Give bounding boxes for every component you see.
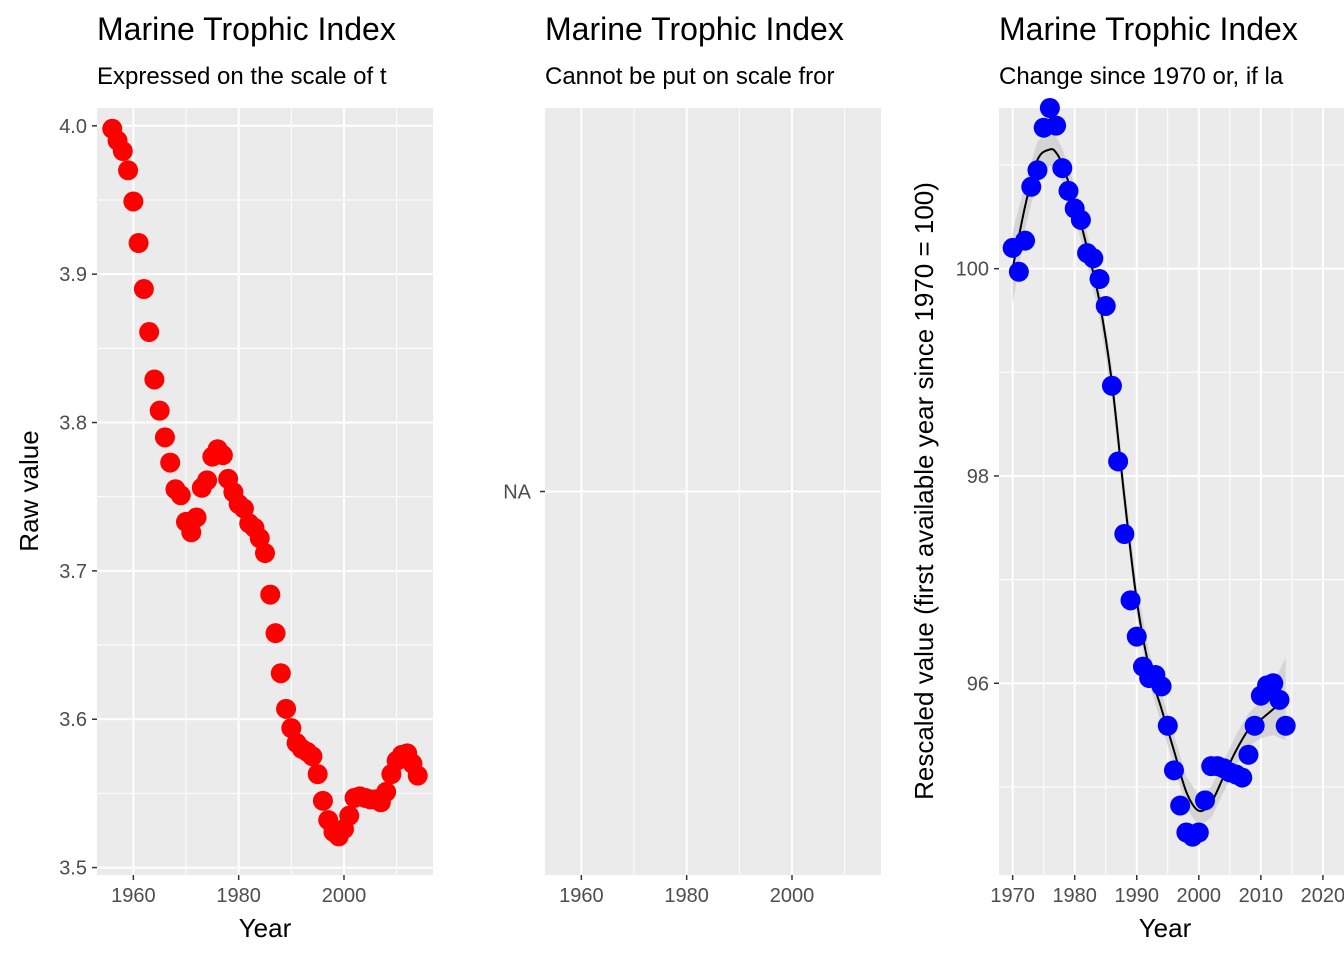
data-point xyxy=(260,584,281,605)
panel-2-title: Marine Trophic Index xyxy=(545,11,844,47)
data-point xyxy=(118,160,139,181)
x-tick-label: 1960 xyxy=(111,885,156,907)
data-point xyxy=(1027,160,1048,181)
data-point xyxy=(1195,790,1216,811)
x-tick-label: 1980 xyxy=(1052,885,1097,907)
x-tick-label: 2000 xyxy=(322,885,367,907)
y-tick-label: 100 xyxy=(956,259,989,281)
x-tick-label: 1990 xyxy=(1115,885,1160,907)
data-point xyxy=(1126,626,1147,647)
data-point xyxy=(1052,158,1073,179)
y-tick-label: NA xyxy=(503,482,531,504)
x-tick-label: 2000 xyxy=(1177,885,1222,907)
data-point xyxy=(312,790,333,811)
x-tick-label: 2000 xyxy=(770,885,815,907)
data-point xyxy=(139,322,160,343)
panel-2-subtitle: Cannot be put on scale fror xyxy=(545,63,835,90)
y-tick-label: 4.0 xyxy=(59,116,87,138)
data-point xyxy=(1244,715,1265,736)
data-point xyxy=(307,764,328,785)
data-point xyxy=(197,470,218,491)
data-point xyxy=(1089,269,1110,290)
panel-na-scale: Marine Trophic Index Cannot be put on sc… xyxy=(503,11,881,907)
data-point xyxy=(149,400,170,421)
data-point xyxy=(154,427,175,448)
x-tick-label: 2020 xyxy=(1301,885,1344,907)
y-tick-label: 3.8 xyxy=(59,413,87,435)
x-tick-label: 1960 xyxy=(559,885,604,907)
y-tick-label: 3.9 xyxy=(59,264,87,286)
data-point xyxy=(1095,295,1116,316)
data-point xyxy=(1039,98,1060,118)
data-point xyxy=(302,746,323,767)
panel-3-points xyxy=(1002,98,1296,847)
x-tick-label: 1980 xyxy=(216,885,261,907)
data-point xyxy=(255,543,275,564)
x-tick-label: 1980 xyxy=(664,885,709,907)
data-point xyxy=(1083,248,1104,269)
data-point xyxy=(1070,209,1091,230)
data-point xyxy=(1120,590,1141,611)
data-point xyxy=(123,191,144,212)
panel-3-title: Marine Trophic Index xyxy=(999,11,1298,47)
data-point xyxy=(160,452,181,473)
y-tick-label: 98 xyxy=(967,466,989,488)
data-point xyxy=(1008,261,1029,282)
data-point xyxy=(1232,767,1253,788)
y-tick-label: 96 xyxy=(967,673,989,695)
data-point xyxy=(1114,523,1135,544)
data-point xyxy=(1108,451,1129,472)
panel-raw-value: Marine Trophic Index Expressed on the sc… xyxy=(14,11,433,943)
panel-1-axes: 1960 1980 2000 3.5 3.6 3.7 3.8 3.9 4.0 xyxy=(59,116,366,907)
data-point xyxy=(128,233,149,254)
data-point xyxy=(1269,689,1290,710)
x-tick-label: 1970 xyxy=(990,885,1035,907)
data-point xyxy=(265,623,286,644)
y-tick-label: 3.6 xyxy=(59,709,87,731)
panel-1-y-axis-title: Raw value xyxy=(14,430,44,551)
data-point xyxy=(1238,744,1259,765)
data-point xyxy=(1188,822,1209,843)
data-point xyxy=(1046,115,1067,136)
panel-rescaled-value: Marine Trophic Index Change since 1970 o… xyxy=(909,11,1344,943)
data-point xyxy=(1163,760,1184,781)
data-point xyxy=(1275,715,1296,736)
panel-1-title: Marine Trophic Index xyxy=(97,11,396,47)
data-point xyxy=(212,445,233,466)
panel-2-grid xyxy=(545,108,881,875)
panel-2-axes: 1960 1980 2000 NA xyxy=(503,482,814,908)
data-point xyxy=(1157,715,1178,736)
data-point xyxy=(1015,230,1036,251)
panel-3-axes: 1970 1980 1990 2000 2010 2020 96 98 100 xyxy=(956,259,1344,907)
y-tick-label: 3.7 xyxy=(59,561,87,583)
data-point xyxy=(1263,673,1284,694)
panel-1-x-axis-title: Year xyxy=(239,913,292,943)
panel-3-y-axis-title: Rescaled value (first available year sin… xyxy=(909,182,939,800)
data-point xyxy=(1151,676,1172,697)
data-point xyxy=(1058,180,1079,201)
data-point xyxy=(1170,795,1191,816)
data-point xyxy=(376,781,397,802)
data-point xyxy=(270,663,291,684)
data-point xyxy=(133,278,154,299)
panel-1-points xyxy=(102,118,428,847)
data-point xyxy=(170,485,191,506)
panel-1-background xyxy=(97,108,433,875)
data-point xyxy=(112,141,133,162)
x-tick-label: 2010 xyxy=(1239,885,1284,907)
panel-1-subtitle: Expressed on the scale of t xyxy=(97,63,387,90)
panel-3-x-axis-title: Year xyxy=(1139,913,1192,943)
data-point xyxy=(1021,176,1042,197)
panel-3-subtitle: Change since 1970 or, if la xyxy=(999,63,1284,90)
data-point xyxy=(339,805,360,826)
y-tick-label: 3.5 xyxy=(59,858,87,880)
data-point xyxy=(407,765,428,786)
data-point xyxy=(186,507,207,528)
data-point xyxy=(1101,375,1122,396)
data-point xyxy=(276,698,297,719)
data-point xyxy=(144,369,165,390)
